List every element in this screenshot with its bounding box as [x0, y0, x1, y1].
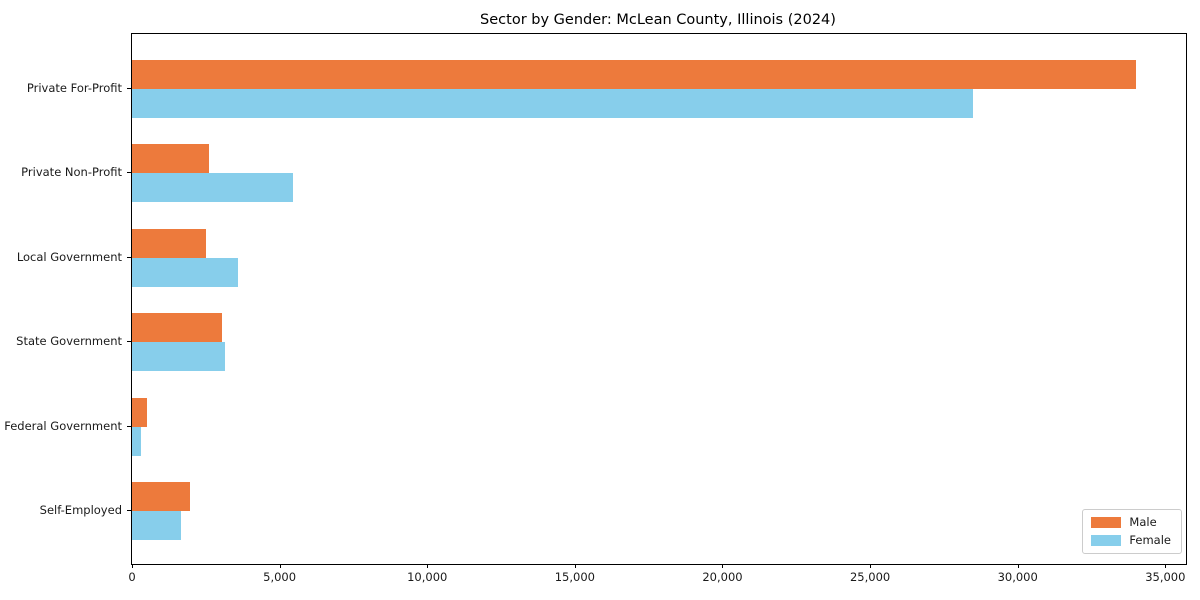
bar-male-state-government	[132, 313, 222, 343]
x-tick-mark	[722, 564, 724, 568]
bar-female-state-government	[132, 342, 225, 372]
x-tick-mark	[1165, 564, 1167, 568]
bar-male-federal-government	[132, 397, 147, 427]
legend-row: Female	[1091, 534, 1171, 547]
x-tick-label: 15,000	[554, 570, 595, 584]
bar-male-local-government	[132, 228, 206, 258]
y-axis-label: Federal Government	[4, 418, 122, 433]
y-tick-mark	[127, 425, 131, 427]
x-tick-label: 35,000	[1145, 570, 1186, 584]
x-tick-mark	[279, 564, 281, 568]
bar-male-private-for-profit	[132, 60, 1136, 89]
bar-male-private-non-profit	[132, 144, 209, 174]
y-axis-label: Private Non-Profit	[21, 165, 122, 180]
y-tick-mark	[127, 88, 131, 89]
bar-female-private-non-profit	[132, 173, 293, 203]
x-tick-mark	[132, 564, 133, 568]
bar-male-self-employed	[132, 482, 190, 511]
y-tick-mark	[127, 172, 131, 174]
x-tick-label: 10,000	[407, 570, 448, 584]
legend-label: Female	[1129, 533, 1171, 547]
x-tick-label: 0	[128, 570, 136, 584]
bar-female-self-employed	[132, 511, 181, 540]
legend: Male Female	[1082, 509, 1182, 554]
y-tick-mark	[127, 256, 131, 258]
x-tick-label: 20,000	[702, 570, 743, 584]
legend-swatch-female	[1091, 535, 1122, 546]
y-tick-mark	[127, 510, 131, 511]
x-tick-label: 25,000	[849, 570, 891, 584]
x-tick-label: 30,000	[997, 570, 1038, 584]
x-tick-mark	[574, 564, 576, 568]
y-axis-label: State Government	[16, 334, 122, 349]
bar-female-local-government	[132, 257, 238, 287]
y-tick-mark	[127, 341, 131, 343]
y-axis-label: Self-Employed	[39, 503, 122, 517]
plot-area: Male Female	[131, 33, 1187, 565]
chart-title: Sector by Gender: McLean County, Illinoi…	[480, 12, 836, 28]
legend-swatch-male	[1091, 517, 1122, 528]
bar-female-private-for-profit	[132, 89, 973, 118]
bar-female-federal-government	[132, 426, 141, 456]
legend-row: Male	[1091, 516, 1171, 529]
x-tick-mark	[1017, 564, 1019, 568]
legend-label: Male	[1129, 515, 1157, 529]
x-tick-mark	[427, 564, 429, 568]
x-tick-label: 5,000	[263, 570, 297, 584]
y-axis-label: Local Government	[16, 249, 122, 264]
x-tick-mark	[870, 564, 872, 568]
y-axis-label: Private For-Profit	[26, 81, 122, 95]
